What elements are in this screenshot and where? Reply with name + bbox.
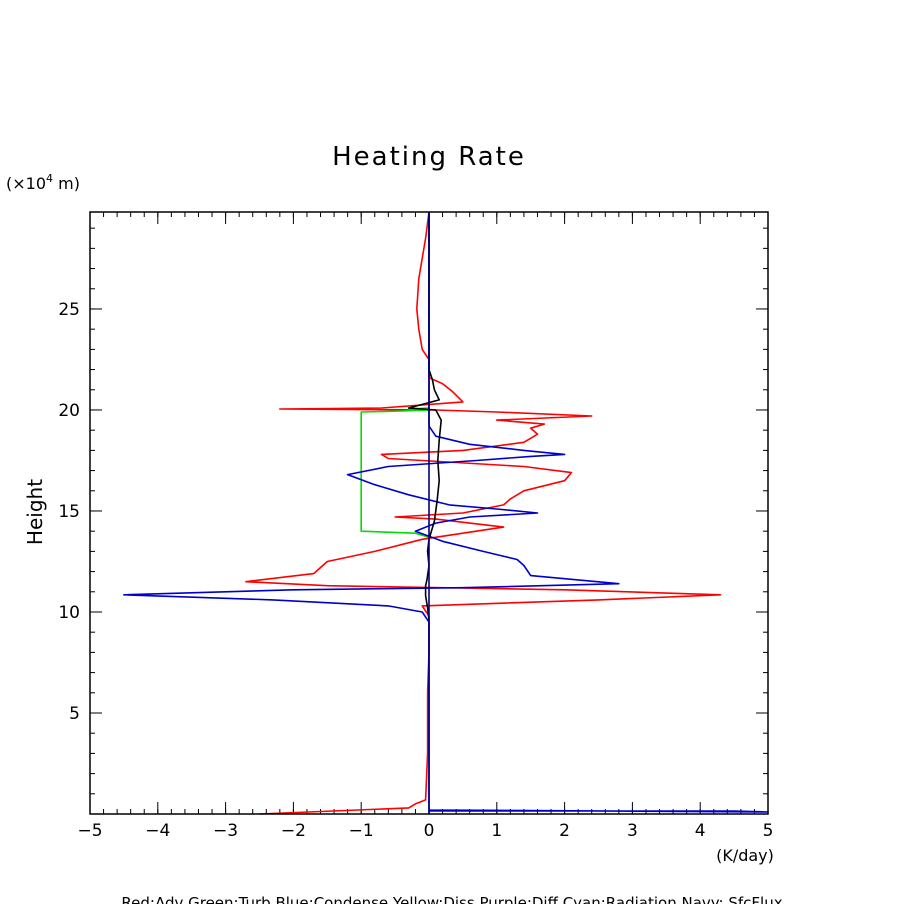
y-axis-unit: (×104 m): [6, 172, 80, 193]
y-tick-label: 15: [58, 502, 80, 522]
x-tick-label: −3: [213, 821, 238, 841]
x-tick-label: −2: [281, 821, 306, 841]
series-line-1: [360, 407, 430, 538]
x-tick-label: 2: [559, 821, 570, 841]
y-axis-ticks: 5 10 15 20 25: [58, 227, 768, 795]
x-axis-ticks: −5 −4 −3 −2 −1 0 1 2 3 4 5: [77, 212, 773, 841]
x-tick-label: 5: [763, 821, 774, 841]
x-tick-label: 1: [491, 821, 502, 841]
y-axis-label: Height: [23, 479, 47, 545]
y-tick-label: 25: [58, 300, 80, 320]
x-tick-label: 0: [424, 821, 435, 841]
series-line-3: [407, 212, 443, 621]
chart-title: Heating Rate: [332, 142, 526, 172]
x-tick-label: −4: [145, 821, 170, 841]
y-tick-label: 5: [69, 704, 80, 724]
x-tick-label: 4: [695, 821, 706, 841]
x-axis-unit: (K/day): [716, 846, 774, 865]
plot-frame: [89, 211, 769, 815]
x-tick-label: 3: [627, 821, 638, 841]
series-line-2: [123, 212, 769, 814]
series-line-0: [245, 211, 722, 815]
x-tick-label: −1: [349, 821, 374, 841]
legend-footer: Red:Adv Green:Turb Blue:Condense Yellow:…: [121, 894, 782, 904]
y-tick-label: 10: [58, 603, 80, 623]
x-tick-label: −5: [77, 821, 102, 841]
y-tick-label: 20: [58, 401, 80, 421]
series-group: [123, 211, 769, 815]
